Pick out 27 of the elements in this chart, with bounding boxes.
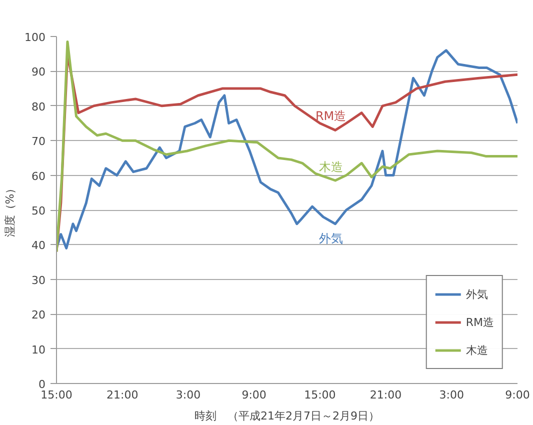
y-tick-label: 60 xyxy=(32,170,46,183)
x-tick-label: 9:00 xyxy=(242,388,266,402)
y-tick-label: 80 xyxy=(32,100,46,114)
y-tick-label: 100 xyxy=(24,31,46,44)
y-tick-label: 90 xyxy=(32,66,46,79)
legend-label: 木造 xyxy=(466,342,488,358)
y-axis-title: 湿度（%） xyxy=(4,182,17,238)
legend-label: RM造 xyxy=(466,314,494,330)
y-tick-label: 30 xyxy=(32,274,46,287)
x-tick-label: 3:00 xyxy=(176,388,201,402)
text: RM造 xyxy=(315,109,346,124)
x-tick-label: 21:00 xyxy=(370,388,402,402)
y-tick-label: 0 xyxy=(38,378,46,391)
text: 外気 xyxy=(318,231,343,246)
x-tick-label: 21:00 xyxy=(106,388,138,402)
y-tick-label: 20 xyxy=(32,308,46,322)
y-tick-label: 40 xyxy=(32,239,46,252)
y-tick-label: 70 xyxy=(32,135,46,148)
y-tick-label: 50 xyxy=(32,204,46,218)
x-tick-label: 9:00 xyxy=(505,388,530,402)
text: 木造 xyxy=(318,160,343,174)
legend-label: 外気 xyxy=(466,286,488,302)
x-tick-label: 15:00 xyxy=(40,388,72,402)
x-tick-label: 15:00 xyxy=(304,388,336,402)
x-tick-label: 3:00 xyxy=(439,388,464,402)
x-axis-title: 時刻 （平成21年2月7日～2月9日） xyxy=(194,410,380,422)
y-tick-label: 10 xyxy=(32,343,46,356)
